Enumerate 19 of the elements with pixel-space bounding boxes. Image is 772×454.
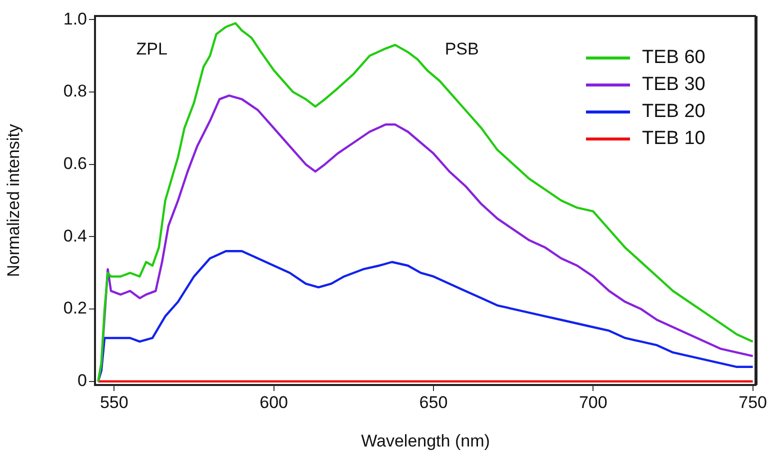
legend-label: TEB 10 [642, 128, 706, 150]
y-tick-label: 0.8 [63, 82, 87, 101]
x-tick-label: 550 [100, 392, 128, 412]
legend-label: TEB 30 [642, 74, 706, 96]
y-tick-label: 0 [78, 371, 87, 390]
y-tick-label: 1.0 [63, 9, 87, 28]
x-tick-label: 600 [260, 392, 288, 412]
y-tick-label: 0.4 [63, 226, 87, 246]
x-tick-label: 750 [738, 392, 767, 412]
legend-label: TEB 20 [642, 101, 706, 122]
y-axis-title: Normalized intensity [4, 123, 23, 278]
legend-label: TEB 60 [642, 47, 706, 68]
y-tick-label: 0.2 [63, 298, 87, 318]
y-tick-label: 0.6 [63, 154, 87, 174]
x-tick-label: 650 [419, 392, 448, 412]
x-tick-label: 700 [578, 392, 608, 412]
annotation: PSB [444, 40, 479, 59]
annotation: ZPL [136, 40, 168, 59]
x-axis-title: Wavelength (nm) [361, 431, 490, 450]
